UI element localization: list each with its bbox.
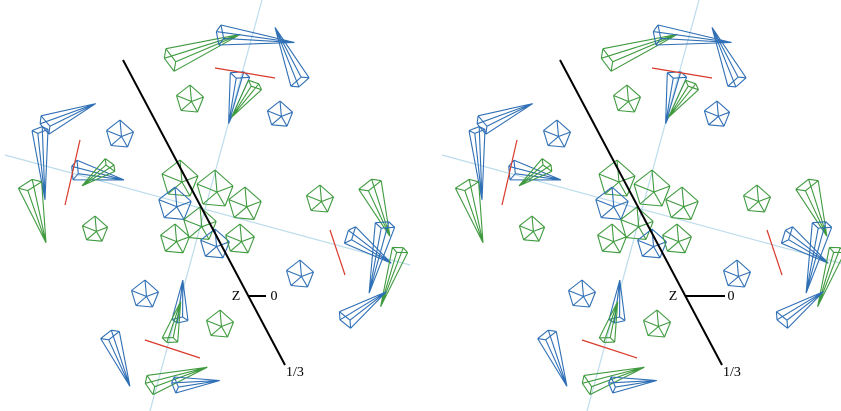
polyhedron xyxy=(72,160,124,180)
polyhedron xyxy=(569,280,596,307)
polyhedron xyxy=(164,34,240,71)
bond-line xyxy=(652,68,712,78)
polyhedron xyxy=(177,85,204,112)
z-label: Z xyxy=(669,289,678,304)
polyhedron xyxy=(634,170,670,206)
polyhedron xyxy=(519,159,552,186)
polyhedron xyxy=(614,85,641,112)
polyhedron xyxy=(344,227,391,264)
polyhedron xyxy=(712,27,746,87)
z-label: Z xyxy=(232,289,241,304)
polyhedron xyxy=(159,187,191,219)
polyhedron xyxy=(226,224,255,253)
polyhedron xyxy=(172,377,220,393)
origin-label: 0 xyxy=(728,289,735,304)
polyhedron xyxy=(101,330,130,386)
polyhedron xyxy=(663,224,692,253)
polyhedron xyxy=(781,227,828,264)
polyhedron xyxy=(598,224,627,253)
polyhedron xyxy=(82,216,107,241)
bond-line xyxy=(215,68,275,78)
polyhedron xyxy=(538,330,567,386)
fraction-label: 1/3 xyxy=(286,365,304,380)
polyhedron xyxy=(776,292,823,329)
polyhedron xyxy=(132,280,159,307)
polyhedra xyxy=(18,25,407,395)
polyhedron xyxy=(275,27,309,87)
cell-edge xyxy=(123,60,285,365)
polyhedron xyxy=(609,377,657,393)
polyhedron xyxy=(621,207,653,239)
polyhedron xyxy=(107,120,134,147)
polyhedron xyxy=(744,185,771,212)
polyhedron xyxy=(519,216,544,241)
polyhedron xyxy=(704,101,729,126)
fraction-label: 1/3 xyxy=(723,365,741,380)
polyhedron xyxy=(229,187,261,219)
polyhedron xyxy=(666,187,698,219)
polyhedron xyxy=(287,260,314,287)
polyhedron xyxy=(509,160,561,180)
axis-line xyxy=(5,155,410,265)
polyhedron xyxy=(307,185,334,212)
cell-edge xyxy=(560,60,722,365)
polyhedron xyxy=(596,187,628,219)
polyhedron xyxy=(161,224,190,253)
polyhedron xyxy=(207,310,234,337)
stereo-diagram: Z 0 1/3 Z 0 1/3 xyxy=(0,0,841,411)
stereo-panel-right xyxy=(442,0,841,411)
polyhedron xyxy=(18,179,46,242)
polyhedron xyxy=(339,292,386,329)
polyhedron xyxy=(644,310,671,337)
polyhedron xyxy=(184,207,216,239)
polyhedron xyxy=(82,159,115,186)
polyhedron xyxy=(544,120,571,147)
polyhedron xyxy=(724,260,751,287)
polyhedron xyxy=(601,34,677,71)
origin-label: 0 xyxy=(271,289,278,304)
polyhedra xyxy=(455,25,841,395)
polyhedron xyxy=(216,25,294,45)
stereo-panel-left xyxy=(5,0,410,411)
polyhedron xyxy=(267,101,292,126)
polyhedron xyxy=(653,25,731,45)
bond-line xyxy=(767,230,782,275)
polyhedron xyxy=(455,179,483,242)
polyhedron xyxy=(197,170,233,206)
bond-line xyxy=(330,230,345,275)
